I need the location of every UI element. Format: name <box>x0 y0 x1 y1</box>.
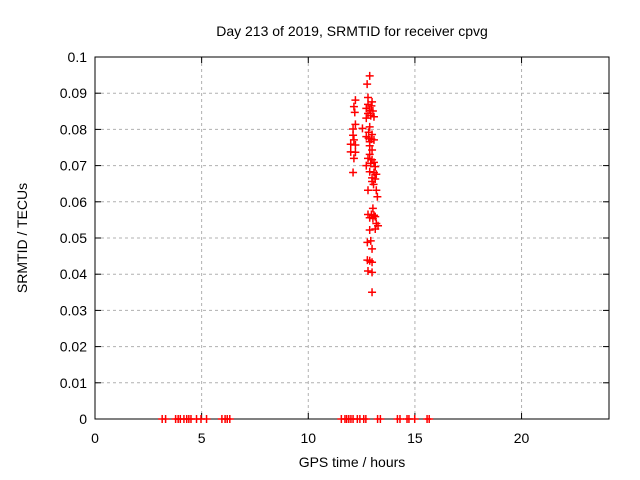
data-point <box>425 415 434 423</box>
data-point <box>365 150 374 159</box>
data-point <box>369 158 378 167</box>
data-point <box>361 415 370 423</box>
data-point <box>369 135 378 144</box>
data-point <box>351 96 360 105</box>
x-axis-label: GPS time / hours <box>299 454 406 470</box>
y-axis-label: SRMTID / TECUs <box>14 183 30 293</box>
data-point <box>202 415 211 423</box>
y-tick-label: 0.02 <box>60 339 87 355</box>
y-tick-label: 0.09 <box>60 85 87 101</box>
data-point <box>371 224 380 233</box>
data-point <box>368 258 377 267</box>
y-tick-label: 0.08 <box>60 121 87 137</box>
data-point <box>225 415 234 423</box>
data-point <box>351 140 360 149</box>
data-point <box>351 148 360 157</box>
data-point <box>358 124 367 133</box>
data-point <box>161 415 170 423</box>
data-point <box>371 162 380 171</box>
data-point <box>368 204 377 213</box>
data-points <box>158 71 434 423</box>
data-point <box>349 135 358 144</box>
data-point <box>363 238 372 247</box>
y-tick-label: 0.06 <box>60 194 87 210</box>
tick-marks <box>94 56 609 420</box>
y-tick-label: 0.1 <box>68 49 88 65</box>
chart-title: Day 213 of 2019, SRMTID for receiver cpv… <box>216 23 488 39</box>
x-tick-label: 0 <box>91 430 99 446</box>
data-point <box>351 120 360 129</box>
y-tick-label: 0.03 <box>60 302 87 318</box>
data-point <box>349 168 358 177</box>
data-point <box>349 154 358 163</box>
y-tick-label: 0.07 <box>60 158 87 174</box>
data-point <box>365 122 374 131</box>
data-point <box>373 192 382 201</box>
gridlines <box>95 57 609 419</box>
data-point <box>368 288 377 297</box>
data-point <box>368 268 377 277</box>
data-point <box>363 93 372 102</box>
data-point <box>363 186 372 195</box>
data-point <box>365 141 374 150</box>
data-point <box>372 186 381 195</box>
data-point <box>371 212 380 221</box>
data-point <box>369 180 378 189</box>
data-point <box>349 131 358 140</box>
y-tick-label: 0.05 <box>60 230 87 246</box>
data-point <box>362 114 371 123</box>
data-point <box>368 106 377 115</box>
data-point <box>362 161 371 170</box>
data-point <box>363 266 372 275</box>
plot-border <box>94 56 610 420</box>
x-tick-label: 5 <box>198 430 206 446</box>
data-point <box>368 244 377 253</box>
x-tick-label: 10 <box>300 430 316 446</box>
data-point <box>372 170 381 179</box>
tick-labels: 0 5 10 15 20 0 0.01 0.02 0.03 0.04 0.05 0.06 0.07 0.0… <box>60 49 530 446</box>
data-point <box>350 108 359 117</box>
data-point <box>363 80 372 89</box>
data-point <box>395 415 404 423</box>
data-point <box>376 415 385 423</box>
y-tick-label: 0.01 <box>60 375 87 391</box>
data-point <box>365 226 374 235</box>
data-point <box>369 112 378 121</box>
data-point <box>363 154 372 163</box>
data-point <box>367 101 376 110</box>
data-point <box>365 71 374 80</box>
data-point <box>349 102 358 111</box>
y-tick-label: 0.04 <box>60 266 87 282</box>
y-tick-label: 0 <box>79 411 87 427</box>
x-tick-label: 20 <box>514 430 530 446</box>
data-point <box>368 146 377 155</box>
x-tick-label: 15 <box>407 430 423 446</box>
data-point <box>410 415 419 423</box>
